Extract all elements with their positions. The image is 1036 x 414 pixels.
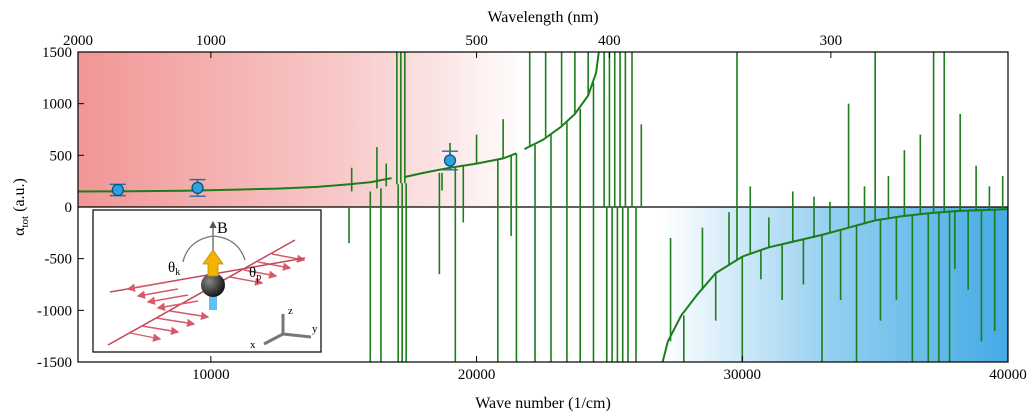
- y-tick-label-4: -500: [45, 252, 73, 268]
- y-axis-ticks: 1500 1000 500 0 -500 -1000 -1500: [37, 45, 84, 371]
- top-tick-label-1: 1000: [196, 33, 226, 49]
- top-tick-label-2: 500: [465, 33, 488, 49]
- top-axis-title: Wavelength (nm): [487, 9, 598, 26]
- field-label: B: [217, 220, 228, 237]
- x-tick-label-3: 40000: [989, 367, 1027, 383]
- y-axis-title: αtot (a.u.): [11, 178, 31, 236]
- y-tick-label-5: -1000: [37, 303, 72, 319]
- data-marker-0: [109, 183, 126, 197]
- data-markers: [109, 150, 458, 197]
- theta-k-label: θk: [168, 260, 180, 278]
- y-tick-label-3: 0: [65, 200, 73, 216]
- spin-stem-icon: [209, 290, 217, 310]
- data-marker-2: [442, 150, 458, 171]
- top-tick-label-4: 300: [820, 33, 843, 49]
- y-axis-title-unit: (a.u.): [11, 178, 28, 212]
- x-tick-label-1: 20000: [458, 367, 496, 383]
- axis-z-label: z: [288, 305, 293, 317]
- y-tick-label-2: 500: [50, 148, 73, 164]
- top-tick-label-3: 400: [598, 33, 621, 49]
- x-axis-title: Wave number (1/cm): [475, 395, 611, 412]
- axis-x-label: x: [250, 339, 256, 351]
- y-tick-label-0: 1500: [42, 45, 72, 61]
- curve-segment-1: [404, 152, 517, 178]
- top-tick-label-0: 2000: [63, 33, 93, 49]
- y-axis-title-symbol: α: [11, 227, 28, 236]
- x-tick-label-0: 10000: [192, 367, 230, 383]
- x-axis-ticks: 10000 20000 30000 40000: [192, 356, 1027, 383]
- y-tick-label-6: -1500: [37, 355, 72, 371]
- y-tick-label-1: 1000: [42, 97, 72, 113]
- spin-arrow-icon: [202, 249, 224, 277]
- theta-p-label: θp: [249, 265, 261, 283]
- data-marker-1: [189, 178, 206, 197]
- x-tick-label-2: 30000: [724, 367, 762, 383]
- top-axis-ticks: 2000 1000 500 400 300: [63, 33, 842, 58]
- red-shaded-region: [78, 52, 530, 207]
- blue-shaded-region: [662, 207, 1008, 362]
- atom-icon: [201, 273, 225, 297]
- axis-y-label: y: [312, 323, 318, 335]
- y-axis-title-subscript: tot: [19, 216, 31, 228]
- curve-segment-0: [78, 177, 392, 193]
- series-curves: [78, 52, 1008, 362]
- curve-segment-3: [661, 208, 1008, 362]
- inset-schematic: B θk θp z y x: [92, 209, 322, 353]
